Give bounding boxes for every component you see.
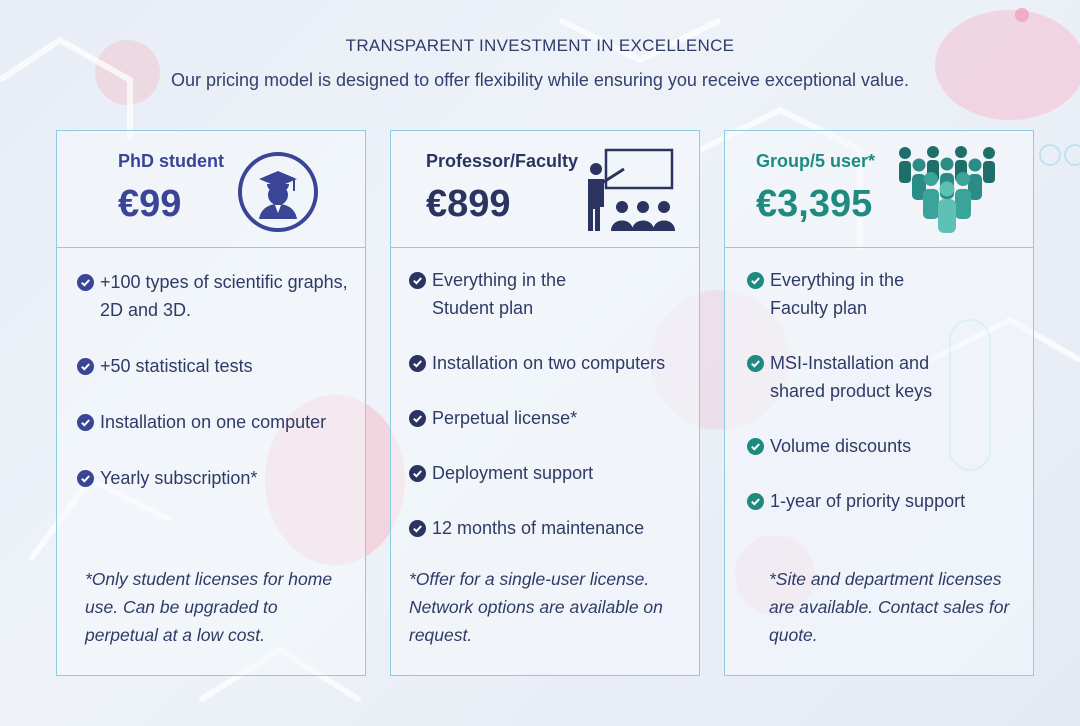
plan-price: €899: [426, 183, 511, 225]
feature-text: +50 statistical tests: [100, 356, 253, 376]
list-item: Installation on one computer: [77, 412, 362, 436]
feature-text: +100 types of scientific graphs, 2D and …: [100, 272, 348, 320]
check-circle-icon: [77, 358, 94, 375]
list-item: Deployment support: [409, 463, 699, 487]
feature-text: Deployment support: [432, 463, 594, 483]
plan-name: Group/5 user*: [756, 151, 876, 171]
plan-card-group: Group/5 user* €3,395: [724, 130, 1034, 676]
check-circle-icon: [747, 438, 764, 455]
graduate-icon: [238, 152, 318, 232]
bg-bubble: [935, 10, 1080, 120]
plan-name: Professor/Faculty: [426, 151, 579, 171]
plan-price: €3,395: [756, 183, 873, 225]
check-circle-icon: [409, 410, 426, 427]
feature-text: Yearly subscription*: [100, 468, 258, 488]
feature-text: Installation on two computers: [432, 353, 666, 373]
presentation-icon: [588, 148, 675, 231]
plan-card-header: PhD student €99: [57, 131, 365, 248]
list-item: Volume discounts: [747, 436, 1027, 460]
group-icon: [899, 146, 995, 233]
plan-footnote: *Only student licenses for home use. Can…: [85, 569, 333, 645]
feature-text: 1-year of priority support: [770, 491, 966, 511]
check-circle-icon: [77, 274, 94, 291]
section-subtitle: Our pricing model is designed to offer f…: [170, 70, 910, 90]
feature-text: Installation on one computer: [100, 412, 327, 432]
feature-text: Everything in the Faculty plan: [770, 270, 905, 318]
check-circle-icon: [747, 493, 764, 510]
list-item: +50 statistical tests: [77, 356, 357, 380]
feature-text: 12 months of maintenance: [432, 518, 645, 538]
feature-text: Volume discounts: [770, 436, 912, 456]
check-circle-icon: [409, 520, 426, 537]
check-circle-icon: [747, 272, 764, 289]
plan-price: €99: [118, 183, 182, 225]
list-item: 1-year of priority support: [747, 491, 1027, 515]
feature-text: Everything in the Student plan: [432, 270, 567, 318]
check-circle-icon: [77, 470, 94, 487]
list-item: 12 months of maintenance: [409, 518, 699, 542]
check-circle-icon: [77, 414, 94, 431]
feature-text: MSI-Installation and shared product keys: [770, 353, 933, 401]
list-item: Everything in the Faculty plan: [747, 270, 1027, 322]
list-item: Installation on two computers: [409, 353, 699, 377]
plan-card-header: Professor/Faculty €899: [391, 131, 699, 248]
list-item: Everything in the Student plan: [409, 270, 699, 322]
check-circle-icon: [409, 272, 426, 289]
pricing-header: TRANSPARENT INVESTMENT IN EXCELLENCE Our…: [0, 36, 1080, 91]
plan-card-header: Group/5 user* €3,395: [725, 131, 1033, 248]
list-item: Yearly subscription*: [77, 468, 357, 492]
plan-footnote: *Offer for a single-user license. Networ…: [409, 569, 663, 645]
list-item: Perpetual license*: [409, 408, 699, 432]
list-item: +100 types of scientific graphs, 2D and …: [77, 272, 357, 324]
plan-card-faculty: Professor/Faculty €899 Everything in the…: [390, 130, 700, 676]
section-eyebrow: TRANSPARENT INVESTMENT IN EXCELLENCE: [345, 36, 735, 55]
check-circle-icon: [747, 355, 764, 372]
feature-text: Perpetual license*: [432, 408, 578, 428]
check-circle-icon: [409, 355, 426, 372]
bg-bubble: [1015, 8, 1029, 22]
plan-card-student: PhD student €99 +100 types of scientific…: [56, 130, 366, 676]
check-circle-icon: [409, 465, 426, 482]
plan-name: PhD student: [118, 151, 224, 171]
list-item: MSI-Installation and shared product keys: [747, 353, 1027, 405]
plan-footnote: *Site and department licenses are availa…: [769, 569, 1010, 645]
